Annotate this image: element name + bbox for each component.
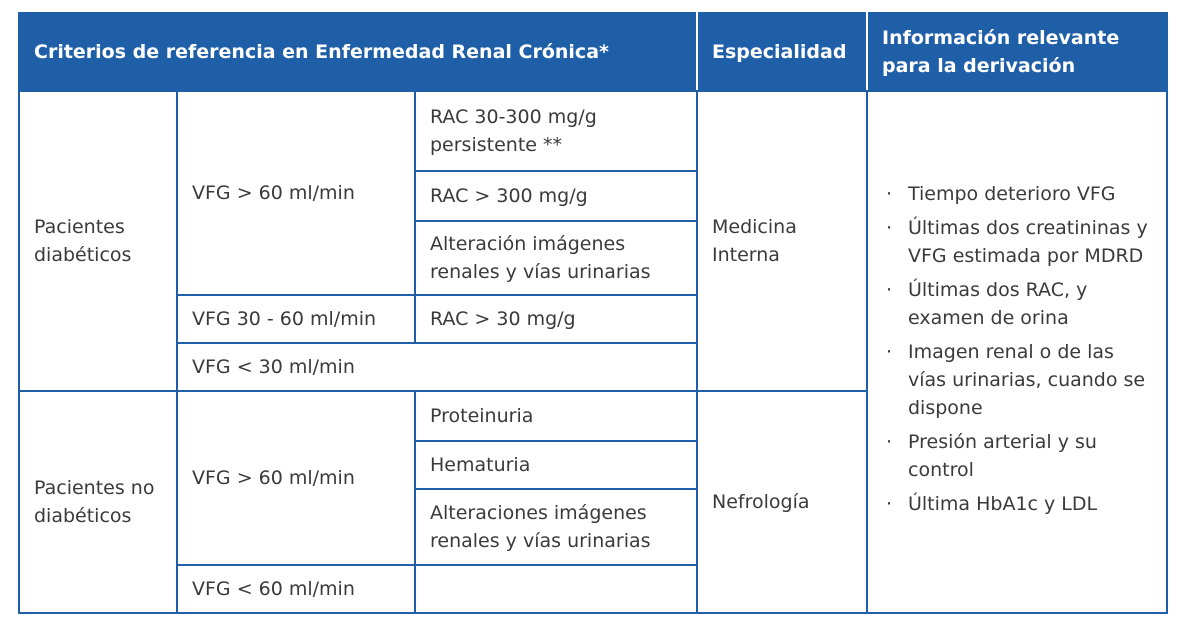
header-specialty: Especialidad	[696, 12, 868, 92]
table-row: Hematuria	[19, 440, 1167, 490]
group-diabetic-label: Pacientes diabéticos	[18, 90, 178, 392]
criterion-rac-30-300: RAC 30-300 mg/g persistente **	[414, 90, 698, 172]
table-row: VFG < 60 ml/min	[19, 564, 1167, 614]
criterion-rac-gt30: RAC > 30 mg/g	[414, 294, 698, 344]
header-row: Criterios de referencia en Enfermedad Re…	[18, 12, 1168, 92]
group-non-diabetic-label: Pacientes no diabéticos	[18, 390, 178, 614]
info-item-text: Tiempo deterioro VFG	[908, 183, 1116, 205]
info-list: · Tiempo deterioro VFG · Últimas dos creat…	[882, 180, 1152, 518]
table-row: VFG 30 - 60 ml/min RAC > 30 mg/g	[19, 294, 1167, 344]
bullet-icon: ·	[886, 217, 893, 239]
bullet-icon: ·	[886, 279, 893, 301]
table-row: Pacientes no diabéticos VFG > 60 ml/min …	[18, 390, 1167, 614]
criterion-proteinuria: Proteinuria	[414, 390, 698, 442]
empty-cell	[414, 564, 698, 614]
specialty-nefrologia: Nefrología	[696, 390, 868, 614]
info-cell: · Tiempo deterioro VFG · Últimas dos creat…	[866, 90, 1168, 614]
specialty-medicina-interna: Medicina Interna	[696, 90, 868, 392]
bullet-icon: ·	[886, 183, 893, 205]
bullet-icon: ·	[886, 341, 893, 363]
list-item: · Últimas dos RAC, y examen de orina	[886, 276, 1152, 332]
list-item: · Presión arterial y su control	[886, 428, 1152, 484]
table-row: VFG < 30 ml/min	[19, 342, 1167, 392]
list-item: · Últimas dos creatininas y VFG estimada …	[886, 214, 1152, 270]
list-item: · Imagen renal o de las vías urinarias, c…	[886, 338, 1152, 422]
table-row: Pacientes diabéticos VFG > 60 ml/min RAC…	[18, 90, 1168, 614]
criterion-rac-gt300: RAC > 300 mg/g	[414, 170, 698, 222]
header-criteria: Criterios de referencia en Enfermedad Re…	[18, 12, 698, 92]
criterion-vfg-gt60-non-diabetic: VFG > 60 ml/min	[176, 390, 416, 566]
list-item: · Última HbA1c y LDL	[886, 490, 1152, 518]
info-item-text: Última HbA1c y LDL	[908, 493, 1098, 515]
table-row: Alteración imágenes renales y vías urina…	[19, 220, 1167, 296]
table-row: RAC > 300 mg/g	[19, 170, 1167, 222]
criterion-alteraciones-imagenes: Alteraciones imágenes renales y vías uri…	[414, 488, 698, 566]
criterion-alteracion-imagenes: Alteración imágenes renales y vías urina…	[414, 220, 698, 296]
table-row: Alteraciones imágenes renales y vías uri…	[19, 488, 1167, 566]
bullet-icon: ·	[886, 493, 893, 515]
criterion-vfg-lt30: VFG < 30 ml/min	[176, 342, 698, 392]
info-item-text: Presión arterial y su control	[908, 431, 1097, 481]
criterion-hematuria: Hematuria	[414, 440, 698, 490]
criterion-vfg-30-60: VFG 30 - 60 ml/min	[176, 294, 416, 344]
referral-criteria-table: Criterios de referencia en Enfermedad Re…	[18, 12, 1168, 614]
bullet-icon: ·	[886, 431, 893, 453]
info-item-text: Últimas dos RAC, y examen de orina	[908, 279, 1088, 329]
info-item-text: Imagen renal o de las vías urinarias, cu…	[908, 341, 1146, 419]
header-info: Información relevante para la derivación	[866, 12, 1168, 92]
list-item: · Tiempo deterioro VFG	[886, 180, 1152, 208]
criterion-vfg-lt60: VFG < 60 ml/min	[176, 564, 416, 614]
info-item-text: Últimas dos creatininas y VFG estimada p…	[908, 217, 1148, 267]
criterion-vfg-gt60-diabetic: VFG > 60 ml/min	[176, 90, 416, 296]
